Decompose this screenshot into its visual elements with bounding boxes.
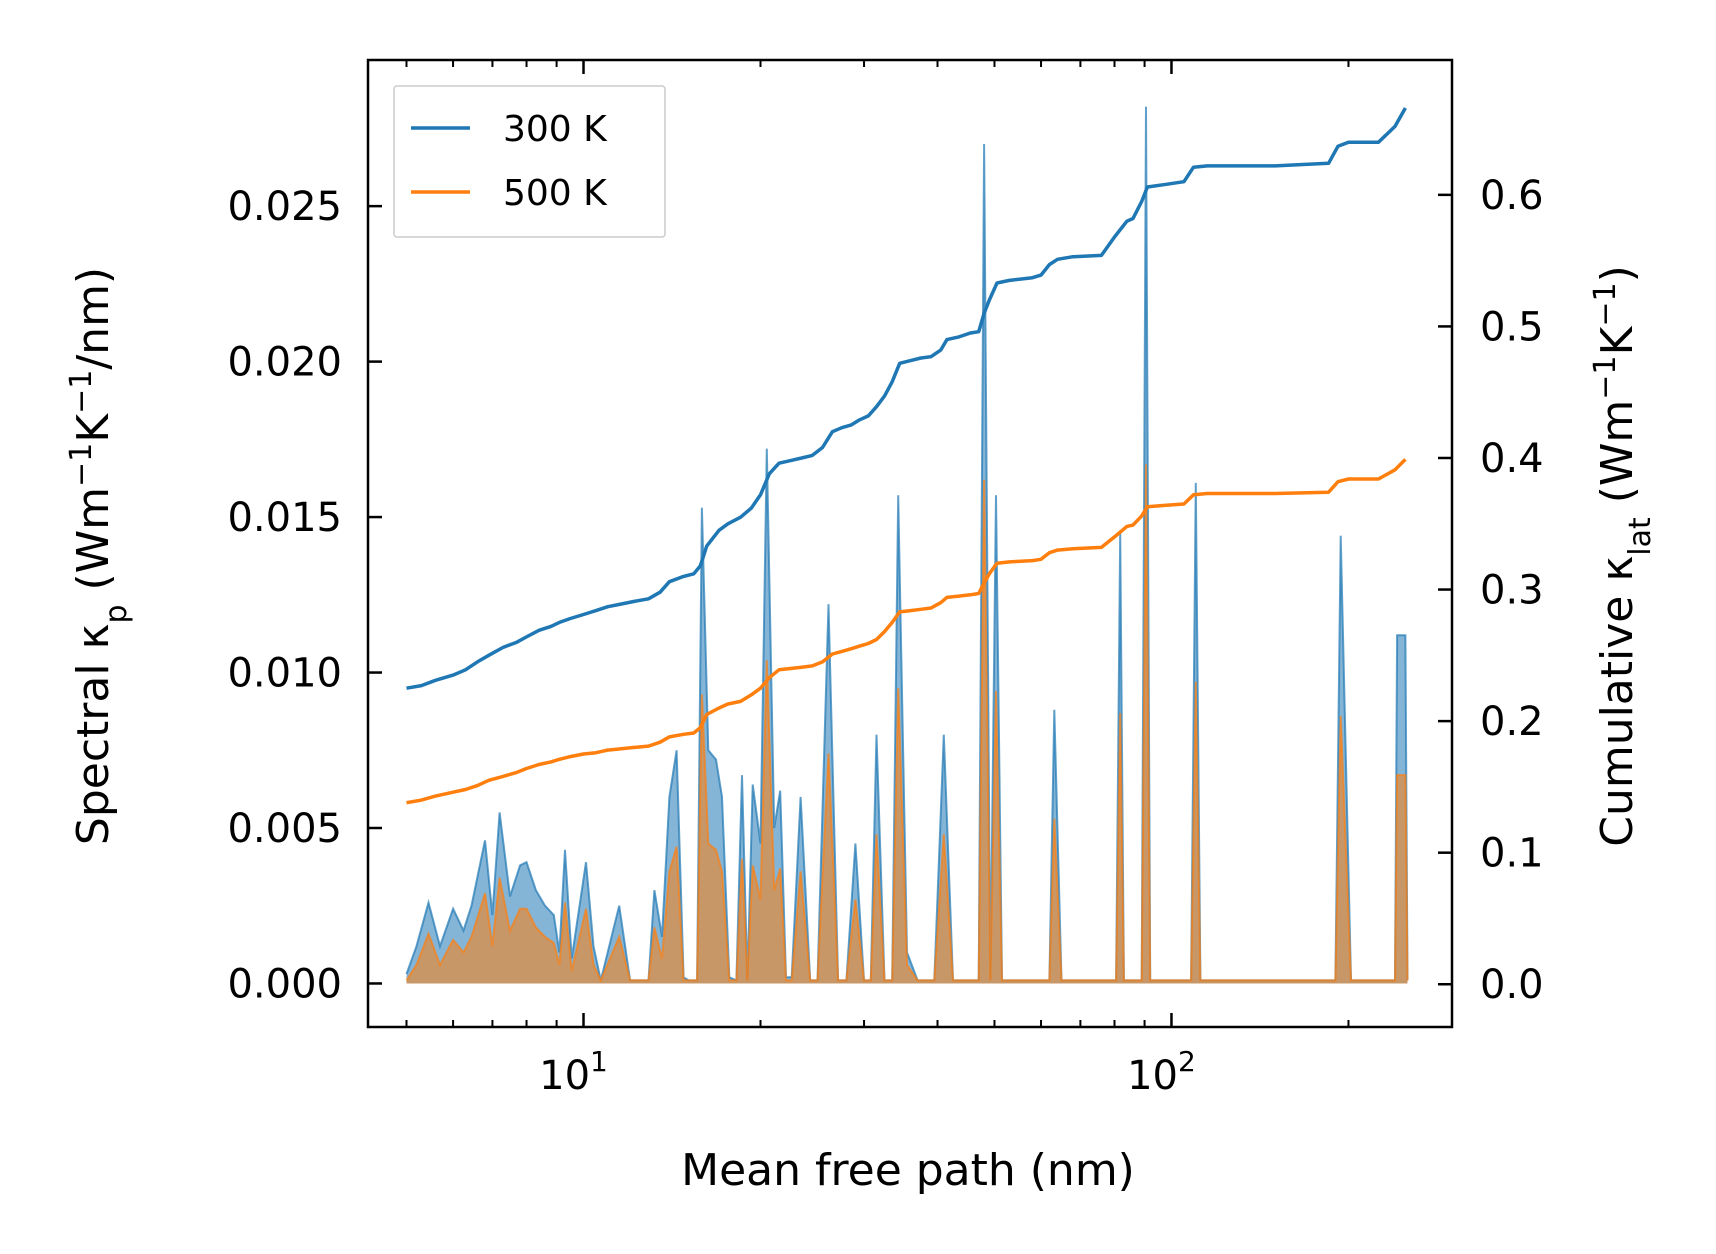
y-left-tick-label: 0.005 — [227, 806, 342, 852]
spectral-line-500k — [405, 464, 1409, 983]
cumulative-line-300k — [406, 107, 1407, 690]
y-right-tick-label: 0.6 — [1480, 173, 1544, 219]
x-tick-label: 102 — [1127, 1045, 1196, 1099]
tick-layer: 101 102 0.000 0.005 0.010 0.015 0.020 0.025 0.0 0… — [227, 60, 1544, 1099]
plot-area-frame — [366, 58, 1454, 1029]
x-tick-label: 101 — [539, 1045, 608, 1099]
legend-box — [393, 85, 666, 238]
y-right-tick-label: 0.3 — [1480, 568, 1544, 614]
spectral-area-300k — [406, 106, 1408, 984]
spectral-area-500k — [406, 464, 1408, 984]
y-right-tick-label: 0.4 — [1480, 436, 1544, 482]
y-left-tick-label: 0.010 — [227, 651, 342, 697]
y-left-tick-label: 0.025 — [227, 184, 342, 230]
y-right-tick-label: 0.0 — [1480, 962, 1544, 1008]
y-left-tick-label: 0.000 — [227, 961, 342, 1007]
legend: 300 K 500 K — [393, 85, 666, 238]
x-axis-label: Mean free path (nm) — [681, 1145, 1135, 1196]
y-right-tick-label: 0.1 — [1480, 831, 1544, 877]
spectral-fill-layer — [405, 106, 1409, 984]
y-left-tick-label: 0.015 — [227, 495, 342, 541]
legend-label-500k: 500 K — [503, 173, 608, 214]
y-left-tick-label: 0.020 — [227, 340, 342, 386]
y-axis-label-right: Cumulative κlat (Wm−1K−1) — [1588, 265, 1658, 847]
legend-label-300k: 300 K — [503, 109, 608, 150]
y-right-tick-label: 0.5 — [1480, 304, 1544, 350]
cumulative-line-500k — [406, 458, 1407, 805]
y-right-tick-label: 0.2 — [1480, 699, 1544, 745]
line-layer — [406, 107, 1407, 805]
y-axis-label-left: Spectral κp (Wm−1K−1/nm) — [64, 267, 134, 845]
